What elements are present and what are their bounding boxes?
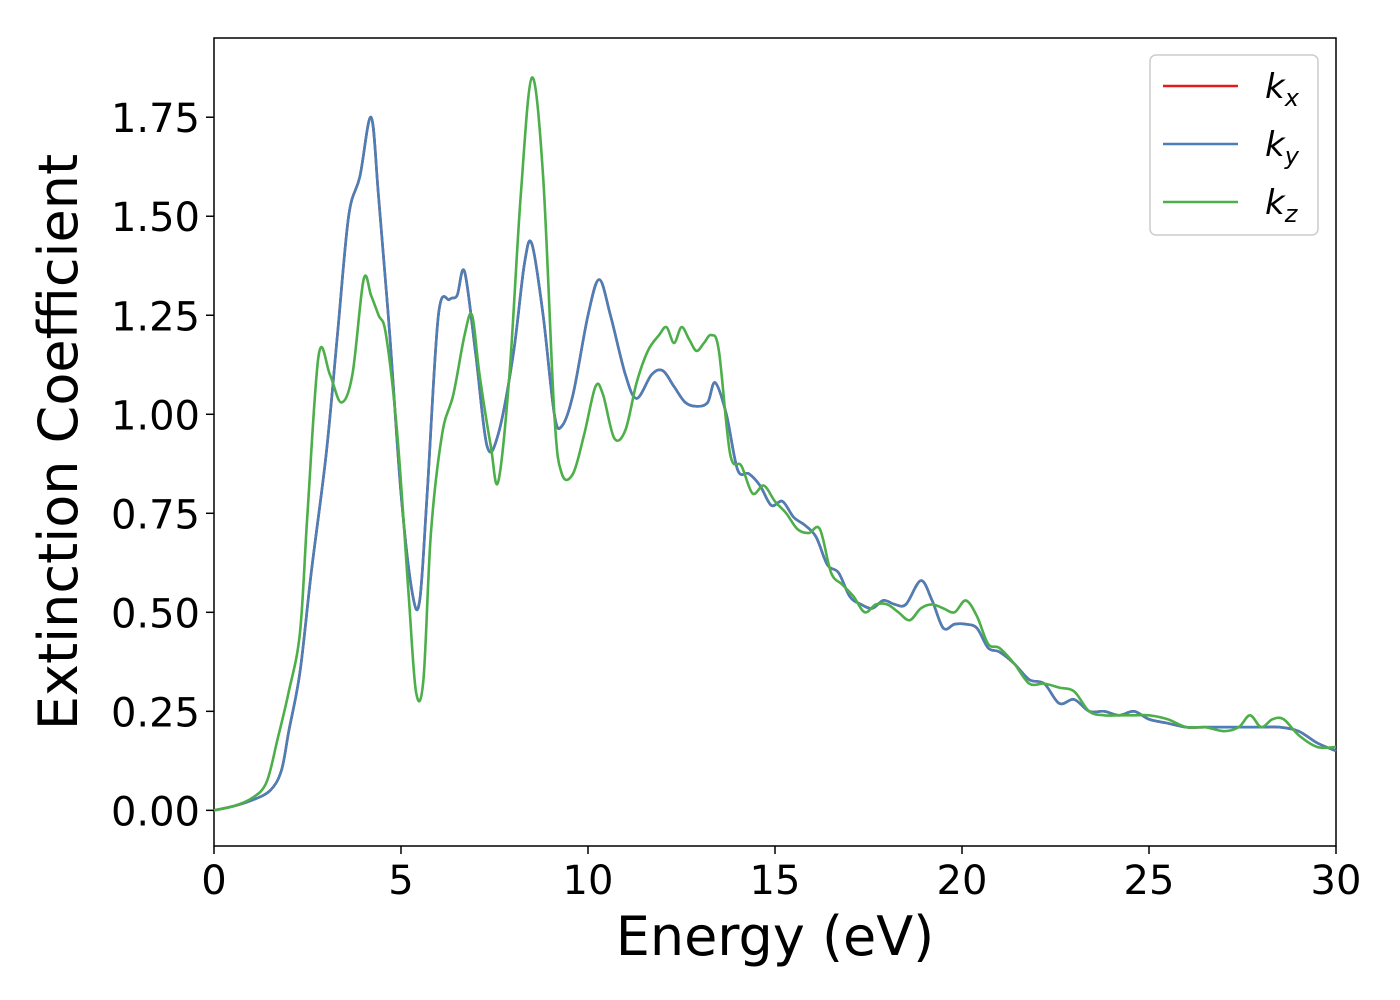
x-tick-label: 30 xyxy=(1311,858,1362,904)
legend-label-k_x: kx xyxy=(1265,67,1300,112)
x-tick-label: 10 xyxy=(563,858,614,904)
y-tick-label: 1.75 xyxy=(111,96,200,142)
series-line-k_z xyxy=(213,76,1337,812)
legend-label-k_z: kz xyxy=(1265,183,1299,228)
x-tick-label: 20 xyxy=(937,858,988,904)
x-axis-title: Energy (eV) xyxy=(616,905,935,968)
y-axis-title: Extinction Coefficient xyxy=(27,154,90,730)
y-tick-label: 0.25 xyxy=(111,690,200,736)
series-lines xyxy=(213,76,1337,812)
y-tick-label: 1.00 xyxy=(111,393,200,439)
y-tick-label: 0.00 xyxy=(111,789,200,835)
legend-label-k_y: ky xyxy=(1265,125,1300,170)
legend: kx ky kz xyxy=(1149,54,1319,236)
x-tick-label: 0 xyxy=(201,858,226,904)
y-axis: 0.00 0.25 0.50 0.75 1.00 1.25 1.50 1.75 xyxy=(111,96,214,835)
x-tick-label: 25 xyxy=(1124,858,1175,904)
x-tick-label: 15 xyxy=(750,858,801,904)
series-line-k_y xyxy=(213,115,1337,812)
y-tick-label: 0.50 xyxy=(111,591,200,637)
y-tick-label: 1.25 xyxy=(111,294,200,340)
y-tick-label: 1.50 xyxy=(111,195,200,241)
y-tick-label: 0.75 xyxy=(111,492,200,538)
x-tick-label: 5 xyxy=(388,858,413,904)
x-axis: 0 5 10 15 20 25 30 xyxy=(201,846,1361,904)
